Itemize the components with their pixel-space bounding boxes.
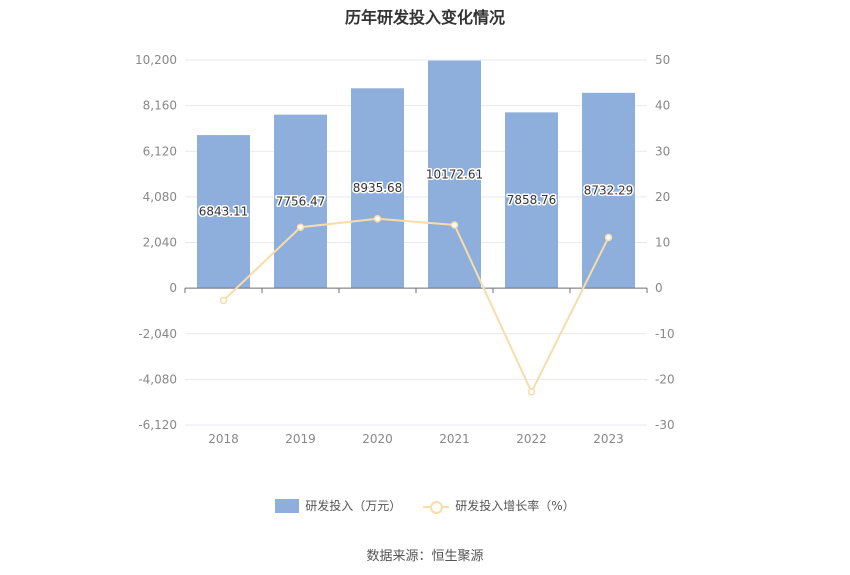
legend-item-line[interactable]: 研发投入增长率（%） (423, 497, 575, 514)
bar (505, 112, 558, 289)
y-right-tick-label: 10 (655, 236, 670, 250)
bar-value-label: 7756.47 (276, 194, 326, 208)
y-right-tick-label: 50 (655, 53, 670, 67)
bar (582, 92, 635, 289)
y-left-tick-label: 8,160 (143, 99, 177, 113)
y-left-tick-label: 6,120 (143, 144, 177, 158)
bar-value-label: 8935.68 (353, 181, 403, 195)
legend-line-label: 研发投入增长率（%） (455, 499, 575, 513)
y-left-tick-label: 2,040 (143, 236, 177, 250)
y-right-tick-label: -30 (655, 418, 675, 432)
y-right-tick-label: 20 (655, 190, 670, 204)
y-left-tick-label: -6,120 (138, 418, 177, 432)
bar-series (197, 60, 635, 289)
growth-point (219, 296, 228, 305)
y-left-tick-label: 0 (169, 281, 177, 295)
bar (197, 135, 250, 289)
x-tick-label: 2021 (439, 432, 470, 446)
y-left-tick-label: -4,080 (138, 372, 177, 386)
data-source: 数据来源：恒生聚源 (366, 549, 484, 564)
growth-point (604, 233, 613, 242)
y-right-tick-label: -10 (655, 327, 675, 341)
x-tick-label: 2023 (593, 432, 624, 446)
y-left-tick-label: 4,080 (143, 190, 177, 204)
bar-value-label: 7858.76 (507, 193, 557, 207)
y-right-tick-label: 0 (655, 281, 663, 295)
y-right-tick-label: -20 (655, 372, 675, 386)
y-left-tick-label: 10,200 (135, 53, 177, 67)
x-tick-label: 2020 (362, 432, 393, 446)
bar-value-labels: 6843.11 7756.47 8935.68 10172.61 7858.76 8732… (197, 166, 635, 220)
bar (428, 60, 481, 289)
grid-lines (185, 59, 647, 426)
x-tick-label: 2022 (516, 432, 547, 446)
y-left-tick-label: -2,040 (138, 327, 177, 341)
axes: 10,200 8,160 6,120 4,080 2,040 0 -2,040 -4,080 -… (135, 53, 675, 446)
legend: 研发投入（万元） 研发投入增长率（%） (0, 497, 850, 514)
y-right-tick-label: 30 (655, 144, 670, 158)
legend-bar-label: 研发投入（万元） (305, 499, 402, 513)
legend-bar-swatch (275, 498, 300, 513)
growth-point (527, 388, 536, 396)
growth-point (373, 215, 382, 223)
growth-point (450, 221, 459, 229)
bar (351, 88, 404, 289)
x-tick-label: 2018 (208, 432, 239, 446)
growth-line-series (219, 215, 613, 396)
growth-point (296, 223, 305, 231)
bar (274, 114, 327, 289)
bar-value-label: 6843.11 (199, 205, 249, 219)
bar-value-label: 10172.61 (426, 167, 483, 181)
bar-value-label: 8732.29 (584, 183, 634, 197)
x-tick-label: 2019 (285, 432, 316, 446)
chart-title: 历年研发投入变化情况 (344, 8, 505, 27)
legend-item-bar[interactable]: 研发投入（万元） (275, 497, 401, 514)
growth-line (222, 217, 610, 395)
legend-line-swatch (423, 499, 450, 514)
y-right-tick-label: 40 (655, 99, 670, 113)
